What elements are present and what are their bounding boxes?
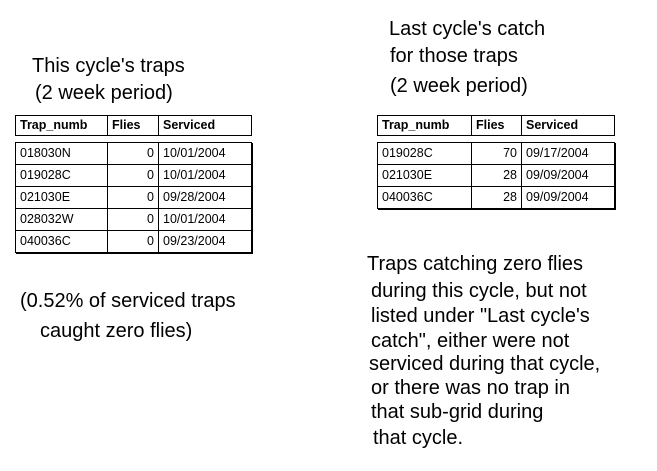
title-line: (2 week period) (35, 82, 173, 104)
header-row: Trap_numb Flies Serviced (16, 116, 251, 135)
column-header: Trap_numb (16, 116, 108, 135)
column-header: Serviced (163, 118, 216, 132)
table-body: 018030N 0 10/01/2004 019028C 0 10/01/2004 0210… (15, 142, 252, 253)
table-cell: 28 (472, 187, 522, 209)
table-cell: 09/17/2004 (526, 146, 589, 160)
table-cell: 0 (108, 143, 159, 164)
table-cell: 028032W (16, 209, 108, 230)
table-body: 019028C 70 09/17/2004 021030E 28 09/09/2004 04… (377, 142, 615, 209)
column-header: Serviced (526, 118, 579, 132)
table-cell: 018030N (16, 143, 108, 164)
table-cell: 28 (472, 165, 522, 186)
table-cell: 040036C (16, 231, 108, 253)
note-line: that cycle. (373, 427, 464, 449)
column-header: Flies (472, 116, 522, 135)
table-row: 040036C 28 09/09/2004 (378, 187, 614, 209)
table-cell: 10/01/2004 (163, 168, 226, 182)
note-line: catch", either were not (371, 330, 570, 352)
title-line: This cycle's traps (32, 55, 185, 77)
table-row: 018030N 0 10/01/2004 (16, 143, 251, 165)
column-header: Flies (108, 116, 159, 135)
table-cell: 10/01/2004 (163, 146, 226, 160)
note-line: Traps catching zero flies (367, 253, 584, 275)
table-cell: 019028C (378, 143, 472, 164)
table-cell: 0 (108, 231, 159, 253)
title-line: (2 week period) (390, 75, 528, 97)
header-row: Trap_numb Flies Serviced (378, 116, 614, 135)
note-line: caught zero flies) (40, 320, 193, 342)
note-line: that sub-grid during (371, 401, 544, 423)
table-row: 019028C 70 09/17/2004 (378, 143, 614, 165)
table-row: 040036C 0 09/23/2004 (16, 231, 251, 253)
table-row: 019028C 0 10/01/2004 (16, 165, 251, 187)
table-cell: 09/28/2004 (163, 190, 226, 204)
note-line: (0.52% of serviced traps (20, 290, 236, 312)
table-cell: 0 (108, 187, 159, 208)
table-cell: 040036C (378, 187, 472, 209)
table-row: 021030E 28 09/09/2004 (378, 165, 614, 187)
table-cell: 0 (108, 165, 159, 186)
table-cell: 021030E (378, 165, 472, 186)
title-line: for those traps (390, 45, 518, 67)
table-cell: 10/01/2004 (163, 212, 226, 226)
table-header: Trap_numb Flies Serviced (377, 115, 615, 136)
column-header: Trap_numb (378, 116, 472, 135)
table-cell: 09/23/2004 (163, 234, 226, 248)
note-line: serviced during that cycle, (369, 353, 601, 375)
table-cell: 0 (108, 209, 159, 230)
table-header: Trap_numb Flies Serviced (15, 115, 252, 136)
note-line: or there was no trap in (371, 377, 570, 399)
note-line: listed under "Last cycle's (371, 305, 590, 327)
table-cell: 019028C (16, 165, 108, 186)
table-cell: 021030E (16, 187, 108, 208)
table-cell: 70 (472, 143, 522, 164)
table-cell: 09/09/2004 (526, 168, 589, 182)
note-line: during this cycle, but not (371, 280, 587, 302)
title-line: Last cycle's catch (389, 18, 546, 40)
table-row: 028032W 0 10/01/2004 (16, 209, 251, 231)
table-cell: 09/09/2004 (526, 190, 589, 204)
table-row: 021030E 0 09/28/2004 (16, 187, 251, 209)
